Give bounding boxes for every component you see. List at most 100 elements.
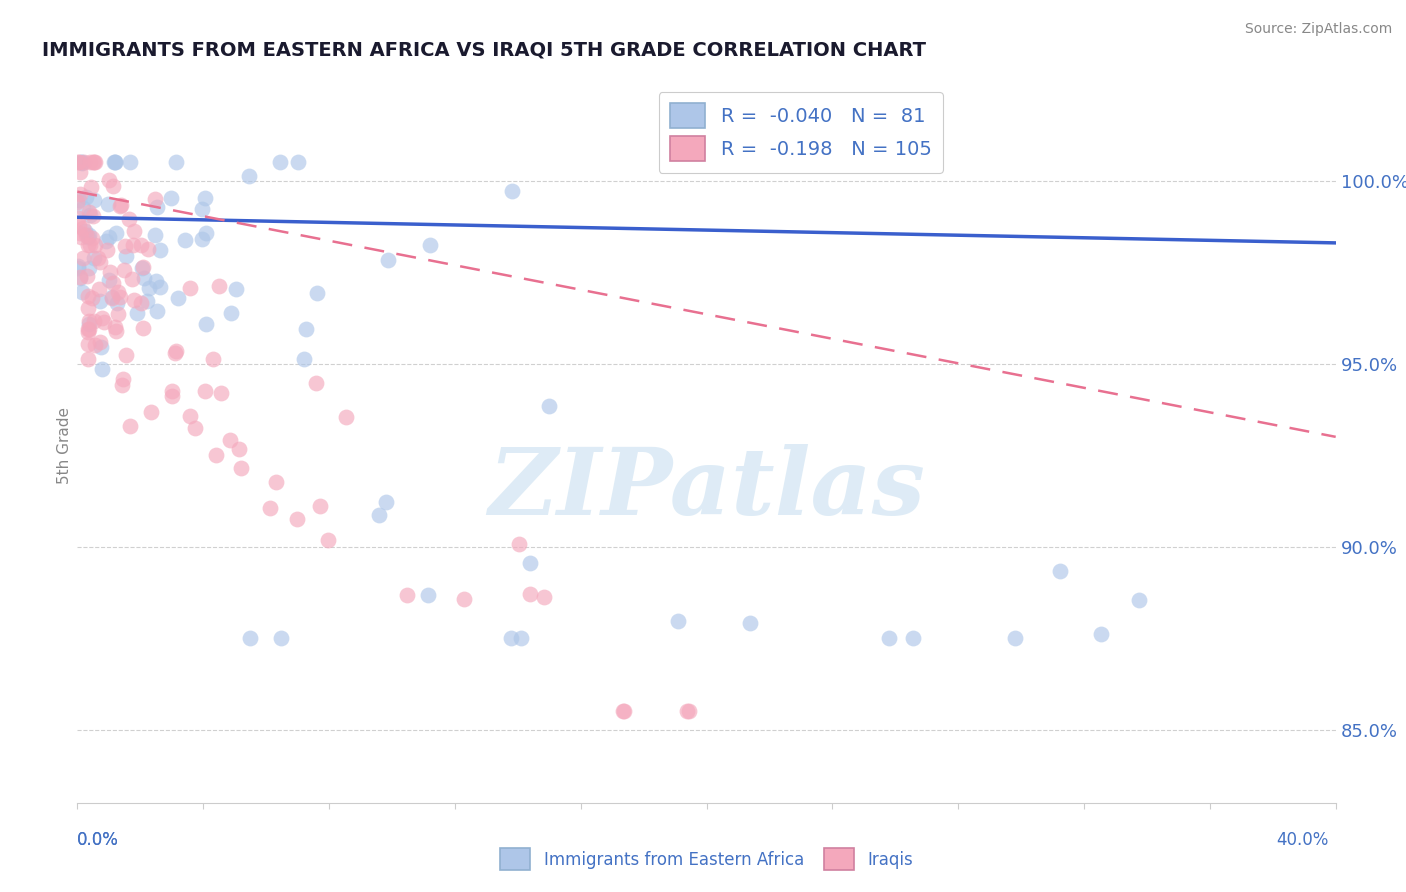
Point [69,226,91,240]
Point [678,704,700,718]
Point [79,313,101,327]
Point [122,224,145,238]
Point [879,631,901,645]
Point [135,293,157,308]
Point [202,351,225,366]
Point [107,307,129,321]
Point [149,280,172,294]
Point [67,155,90,169]
Point [121,271,143,285]
Point [666,614,689,628]
Point [510,631,533,645]
Point [77,325,100,339]
Point [66,260,89,275]
Point [76,337,98,351]
Point [143,227,166,242]
Point [104,155,127,169]
Point [145,192,167,206]
Point [305,376,328,390]
Point [1128,592,1150,607]
Point [335,410,357,425]
Point [307,285,329,300]
Point [101,276,124,290]
Point [613,704,636,718]
Point [285,511,308,525]
Point [195,227,218,241]
Text: 40.0%: 40.0% [1277,831,1329,849]
Point [105,324,128,338]
Point [70,156,93,170]
Point [114,239,136,253]
Point [66,259,89,273]
Point [87,282,110,296]
Text: IMMIGRANTS FROM EASTERN AFRICA VS IRAQI 5TH GRADE CORRELATION CHART: IMMIGRANTS FROM EASTERN AFRICA VS IRAQI … [42,40,927,59]
Point [104,155,127,169]
Point [70,155,93,169]
Text: Source: ZipAtlas.com: Source: ZipAtlas.com [1244,22,1392,37]
Point [77,237,100,252]
Point [103,155,125,169]
Point [1090,627,1112,641]
Point [453,591,475,606]
Point [80,180,103,194]
Point [72,155,94,169]
Point [368,508,391,522]
Point [675,704,697,718]
Point [149,243,172,257]
Point [77,289,100,303]
Point [101,291,124,305]
Point [131,260,153,274]
Point [204,448,226,462]
Point [131,261,153,276]
Point [89,335,111,350]
Point [69,270,91,285]
Point [72,221,94,235]
Point [77,301,100,315]
Point [69,186,91,201]
Point [160,191,183,205]
Point [146,304,169,318]
Point [208,279,231,293]
Point [292,352,315,367]
Point [179,281,201,295]
Point [219,306,242,320]
Point [77,352,100,367]
Point [191,232,214,246]
Point [83,314,105,328]
Point [740,616,762,631]
Point [191,202,214,217]
Point [72,201,94,215]
Point [501,184,523,198]
Point [238,631,260,645]
Point [67,193,90,207]
Point [66,155,89,169]
Point [259,500,281,515]
Point [112,263,135,277]
Point [98,173,121,187]
Point [612,704,634,718]
Point [501,631,523,645]
Point [125,306,148,320]
Point [118,155,141,169]
Point [165,155,187,169]
Point [160,384,183,399]
Point [82,209,104,223]
Point [96,243,118,257]
Point [101,178,124,193]
Point [132,270,155,285]
Point [139,405,162,419]
Point [82,291,104,305]
Point [101,290,124,304]
Point [184,420,207,434]
Point [374,495,396,509]
Point [70,285,93,299]
Point [229,460,252,475]
Point [91,310,114,325]
Point [228,442,250,456]
Text: ZIPatlas: ZIPatlas [488,444,925,533]
Point [76,269,98,284]
Point [89,293,111,308]
Point [67,219,90,234]
Point [129,296,152,310]
Point [107,285,129,300]
